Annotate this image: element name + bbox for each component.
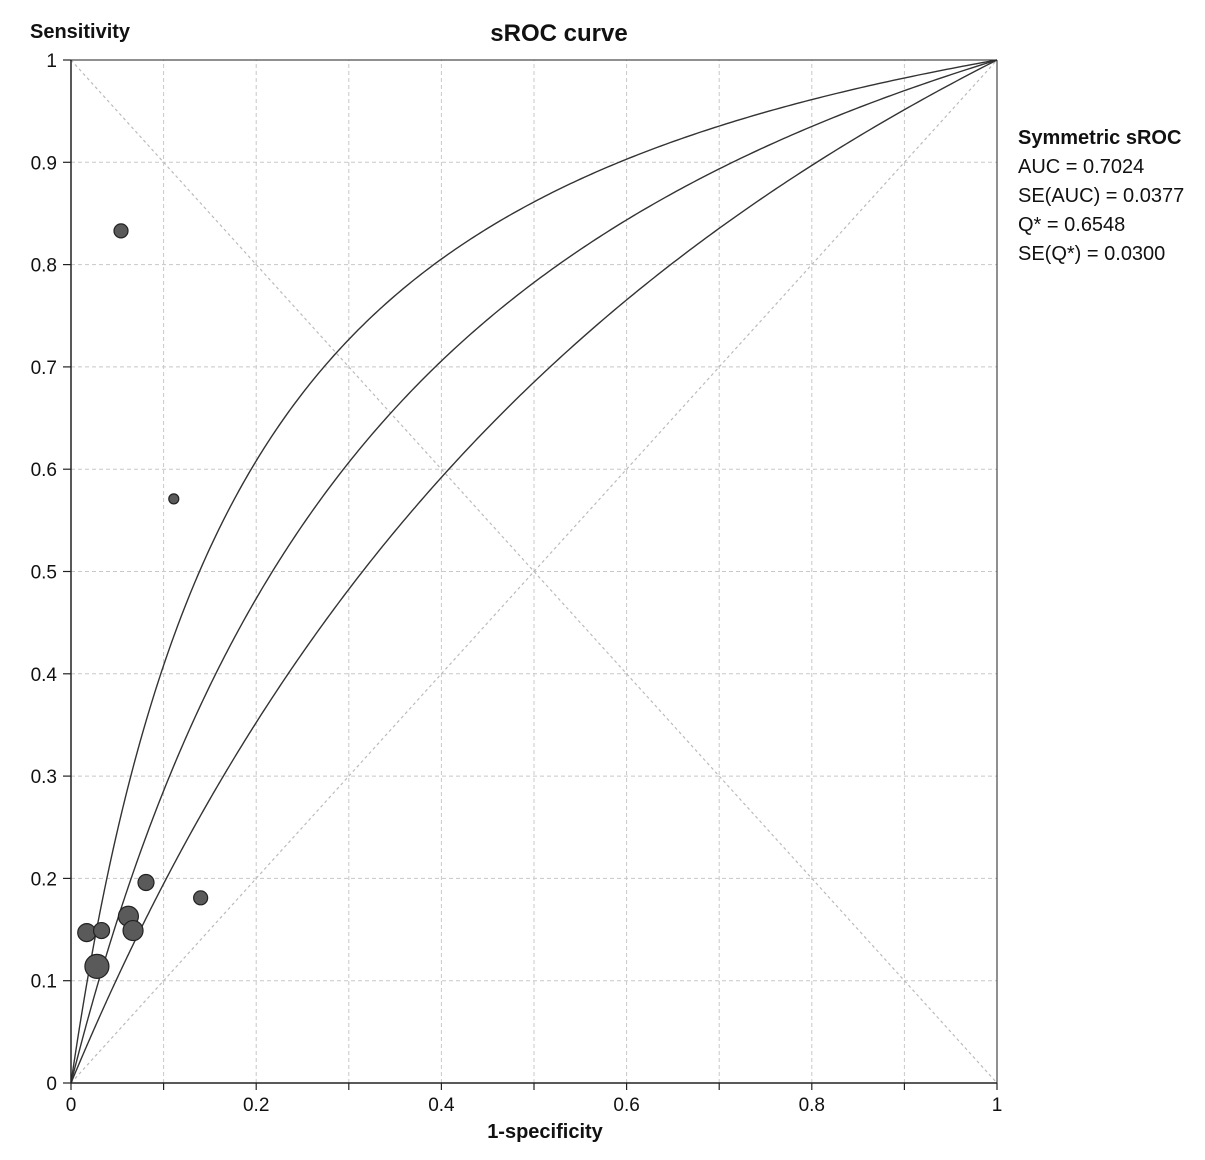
y-axis-label: Sensitivity — [30, 21, 131, 43]
y-tick-label: 0.6 — [31, 460, 57, 481]
y-tick-label: 0.1 — [31, 972, 57, 993]
sroc-lower-ci-curve — [70, 59, 998, 1084]
legend-se-auc: SE(AUC) = 0.0377 — [1018, 185, 1185, 207]
study-point — [84, 953, 110, 979]
x-axis-label: 1-specificity — [487, 1121, 603, 1143]
sroc-curve — [70, 59, 998, 1084]
legend-title: Symmetric sROC — [1018, 127, 1182, 149]
x-tick-label: 0.4 — [428, 1095, 455, 1116]
y-tick-label: 0.2 — [31, 869, 57, 890]
x-tick-label: 1 — [992, 1095, 1003, 1116]
study-point — [193, 890, 209, 906]
study-points — [77, 223, 209, 979]
study-point — [92, 921, 111, 940]
y-tick-label: 0.4 — [31, 665, 58, 686]
study-point — [122, 919, 144, 942]
y-tick-label: 0.5 — [31, 563, 57, 584]
y-tick-label: 1 — [46, 51, 57, 72]
study-point — [113, 223, 129, 239]
axes: 0 0.2 0.4 0.6 0.8 1 0 0.1 0.2 0.3 0.4 0.5 0.6 0.7 0.8 0… — [31, 51, 1003, 1116]
x-tick-label: 0.6 — [613, 1095, 639, 1116]
y-tick-label: 0.3 — [31, 767, 57, 788]
study-point — [77, 923, 97, 943]
legend: Symmetric sROC AUC = 0.7024 SE(AUC) = 0.… — [1018, 124, 1184, 269]
legend-q-star: Q* = 0.6548 — [1018, 214, 1126, 236]
y-tick-label: 0 — [46, 1074, 57, 1095]
chart-title: sROC curve — [490, 20, 627, 47]
study-point — [137, 873, 155, 892]
x-tick-label: 0.2 — [243, 1095, 269, 1116]
y-tick-label: 0.9 — [31, 153, 57, 174]
legend-auc: AUC = 0.7024 — [1018, 156, 1145, 178]
reference-lines — [70, 59, 998, 1084]
diagonal-line — [70, 59, 998, 1084]
anti-diagonal-line — [70, 59, 998, 1084]
x-tick-label: 0 — [66, 1095, 77, 1116]
x-tick-label: 0.8 — [799, 1095, 825, 1116]
y-tick-label: 0.7 — [31, 358, 57, 379]
y-tick-label: 0.8 — [31, 256, 57, 277]
study-point — [168, 493, 180, 505]
legend-se-q-star: SE(Q*) = 0.0300 — [1018, 243, 1166, 265]
